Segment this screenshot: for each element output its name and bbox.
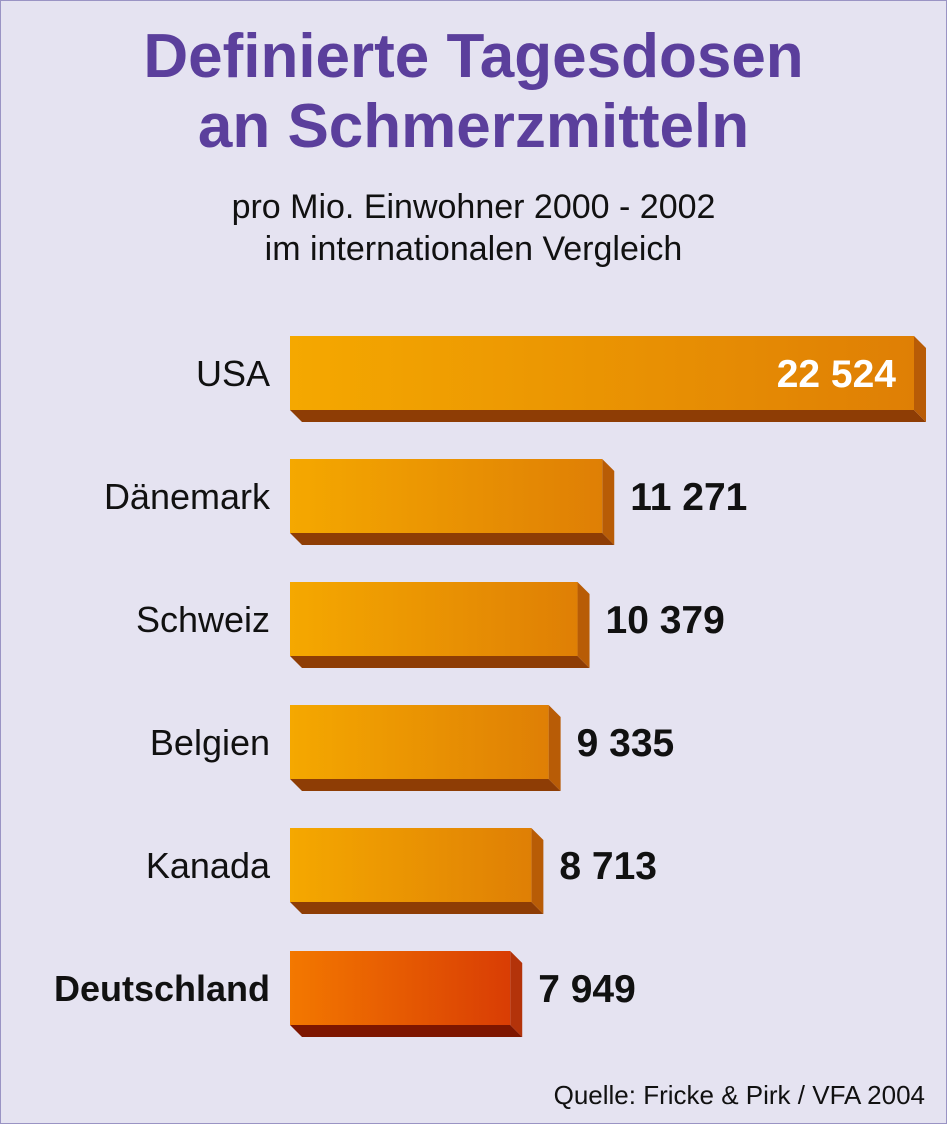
value-label: 22 524	[777, 353, 897, 396]
value-label: 7 949	[538, 968, 636, 1011]
category-label: Deutschland	[54, 968, 270, 1009]
bar-side-face	[602, 459, 615, 545]
bar-bottom-face	[290, 410, 926, 422]
bar	[290, 459, 603, 533]
category-label: Kanada	[146, 845, 271, 886]
chart-title: Definierte Tagesdosen an Schmerzmitteln	[0, 22, 947, 162]
bar-group-usa: USA 22 524	[196, 336, 926, 422]
title-line-1: Definierte Tagesdosen	[143, 22, 804, 91]
bar-group-deutschland: Deutschland 7 949	[54, 951, 636, 1037]
bar-side-face	[510, 951, 523, 1037]
bar-group-d-nemark: Dänemark 11 271	[104, 459, 747, 545]
bar-bottom-face	[290, 1025, 523, 1037]
bar-side-face	[577, 582, 590, 668]
subtitle-line-2: im internationalen Vergleich	[264, 230, 683, 268]
source-note: Quelle: Fricke & Pirk / VFA 2004	[553, 1080, 925, 1110]
bar	[290, 705, 549, 779]
value-label: 11 271	[630, 476, 747, 519]
value-label: 9 335	[577, 722, 675, 765]
category-label: Belgien	[150, 722, 270, 763]
bar-bottom-face	[290, 779, 561, 791]
category-label: Dänemark	[104, 476, 271, 517]
value-label: 10 379	[606, 599, 725, 642]
bar-group-belgien: Belgien 9 335	[150, 705, 674, 791]
category-label: Schweiz	[136, 599, 270, 640]
category-label: USA	[196, 353, 270, 394]
subtitle-line-1: pro Mio. Einwohner 2000 - 2002	[231, 188, 716, 226]
bar-group-kanada: Kanada 8 713	[146, 828, 657, 914]
title-line-2: an Schmerzmitteln	[197, 92, 750, 161]
value-label: 8 713	[559, 845, 657, 888]
bar-group-schweiz: Schweiz 10 379	[136, 582, 725, 668]
bar-bottom-face	[290, 656, 590, 668]
chart-subtitle: pro Mio. Einwohner 2000 - 2002 im intern…	[0, 186, 947, 270]
bar-side-face	[914, 336, 926, 422]
bar-bottom-face	[290, 902, 544, 914]
bar	[290, 828, 532, 902]
bar-bottom-face	[290, 533, 615, 545]
bar	[290, 336, 914, 410]
bar-side-face	[548, 705, 561, 791]
bar	[290, 582, 578, 656]
bar	[290, 951, 511, 1025]
bar-side-face	[531, 828, 544, 914]
